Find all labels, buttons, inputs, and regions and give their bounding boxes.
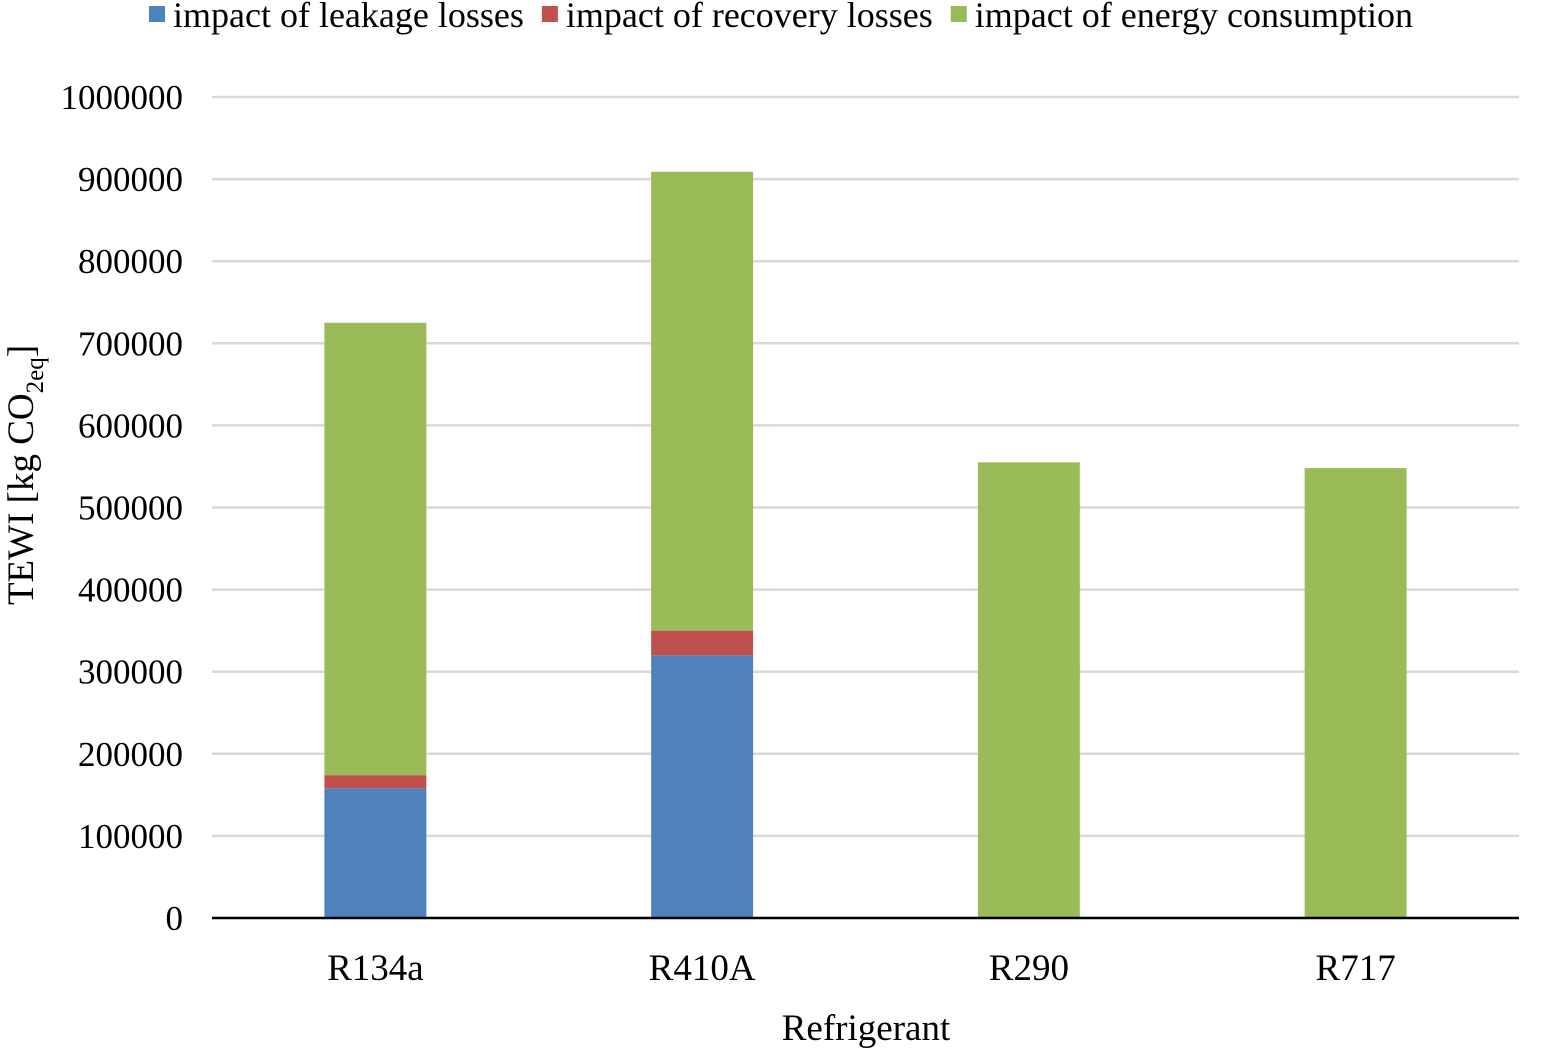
legend: impact of leakage losses impact of recove… bbox=[148, 0, 1413, 35]
y-tick-label: 500000 bbox=[78, 489, 183, 528]
legend-item: impact of recovery losses bbox=[541, 0, 933, 35]
legend-swatch bbox=[541, 6, 558, 22]
legend-label: impact of leakage losses bbox=[173, 0, 524, 35]
y-axis-title-subscript: 2eq bbox=[22, 357, 49, 394]
y-tick-label: 300000 bbox=[78, 653, 183, 692]
y-tick-label: 900000 bbox=[78, 160, 183, 199]
y-axis-ticks: 0 100000 200000 300000 400000 500000 600000 700… bbox=[61, 78, 184, 938]
legend-label: impact of energy consumption bbox=[975, 0, 1413, 35]
bar-r134a-series-1 bbox=[324, 775, 427, 789]
legend-item: impact of energy consumption bbox=[950, 0, 1413, 35]
y-tick-label: 400000 bbox=[78, 571, 183, 610]
x-axis-ticks: R134a R410A R290 R717 bbox=[327, 948, 1396, 989]
x-tick-label: R134a bbox=[327, 948, 424, 989]
y-tick-label: 700000 bbox=[78, 324, 183, 363]
y-tick-label: 0 bbox=[166, 899, 184, 938]
x-tick-label: R717 bbox=[1316, 948, 1396, 989]
y-tick-label: 100000 bbox=[78, 817, 183, 856]
gridlines bbox=[212, 95, 1519, 838]
bar-r410a-series-0 bbox=[651, 655, 754, 918]
legend-swatch bbox=[950, 6, 967, 22]
legend-label: impact of recovery losses bbox=[566, 0, 933, 35]
x-tick-label: R410A bbox=[649, 948, 756, 989]
y-axis-title-main: TEWI [kg CO bbox=[1, 393, 42, 605]
x-tick-label: R290 bbox=[989, 948, 1069, 989]
y-tick-label: 1000000 bbox=[61, 78, 184, 117]
bar-r134a-series-2 bbox=[324, 322, 427, 776]
bars bbox=[324, 171, 1407, 918]
bar-r410a-series-2 bbox=[651, 171, 754, 631]
y-axis-title-end: ] bbox=[1, 345, 42, 357]
y-tick-label: 200000 bbox=[78, 735, 183, 774]
bar-r290-series-2 bbox=[977, 462, 1080, 918]
y-tick-label: 600000 bbox=[78, 406, 183, 445]
legend-item: impact of leakage losses bbox=[148, 0, 524, 35]
y-axis-title: TEWI [kg CO2eq] bbox=[1, 345, 49, 605]
y-tick-label: 800000 bbox=[78, 242, 183, 281]
legend-swatch bbox=[148, 6, 165, 22]
bar-r717-series-2 bbox=[1304, 468, 1407, 918]
x-axis-title: Refrigerant bbox=[782, 1008, 951, 1049]
bar-r410a-series-1 bbox=[651, 630, 754, 656]
bar-r134a-series-0 bbox=[324, 788, 427, 918]
